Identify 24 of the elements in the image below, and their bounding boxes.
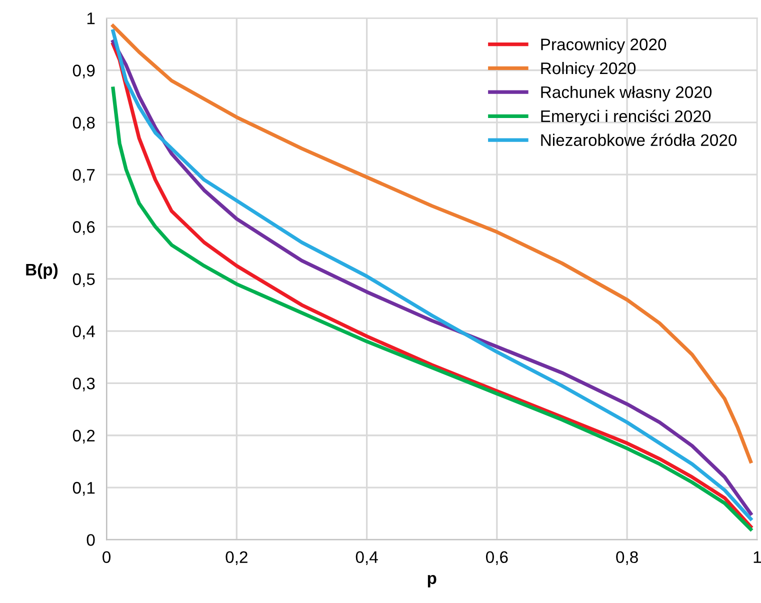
y-tick-label: 0,4 xyxy=(72,325,95,340)
y-tick-label: 0 xyxy=(86,534,95,546)
y-tick-label: 0,1 xyxy=(72,482,95,496)
y-tick-label: 0,9 xyxy=(72,64,95,78)
legend-label: Rolnicy 2020 xyxy=(541,62,636,78)
y-tick-label: 0,7 xyxy=(72,168,95,183)
x-tick-label: 0,2 xyxy=(226,551,248,566)
x-axis-title: p xyxy=(428,574,436,588)
x-tick-label: 0,6 xyxy=(486,551,508,566)
y-tick-label: 0,2 xyxy=(72,430,95,444)
y-tick-label: 0,5 xyxy=(72,273,95,288)
legend-label: Rachunek własny 2020 xyxy=(541,86,712,102)
legend-label: Niezarobkowe źródła 2020 xyxy=(541,134,737,146)
y-tick-label: 1 xyxy=(87,12,95,24)
y-tick-label: 0,8 xyxy=(72,116,95,131)
x-tick-label: 0,4 xyxy=(356,551,378,566)
x-tick-label: 1 xyxy=(754,551,761,563)
x-tick-label: 0,8 xyxy=(616,551,638,566)
y-tick-label: 0,3 xyxy=(72,378,95,392)
legend-label: Pracownicy 2020 xyxy=(541,38,666,54)
legend-label: Emeryci i renciści 2020 xyxy=(541,110,711,126)
y-axis-title: B(p) xyxy=(26,263,58,279)
y-tick-label: 0,6 xyxy=(72,221,95,235)
x-tick-label: 0 xyxy=(102,551,111,564)
